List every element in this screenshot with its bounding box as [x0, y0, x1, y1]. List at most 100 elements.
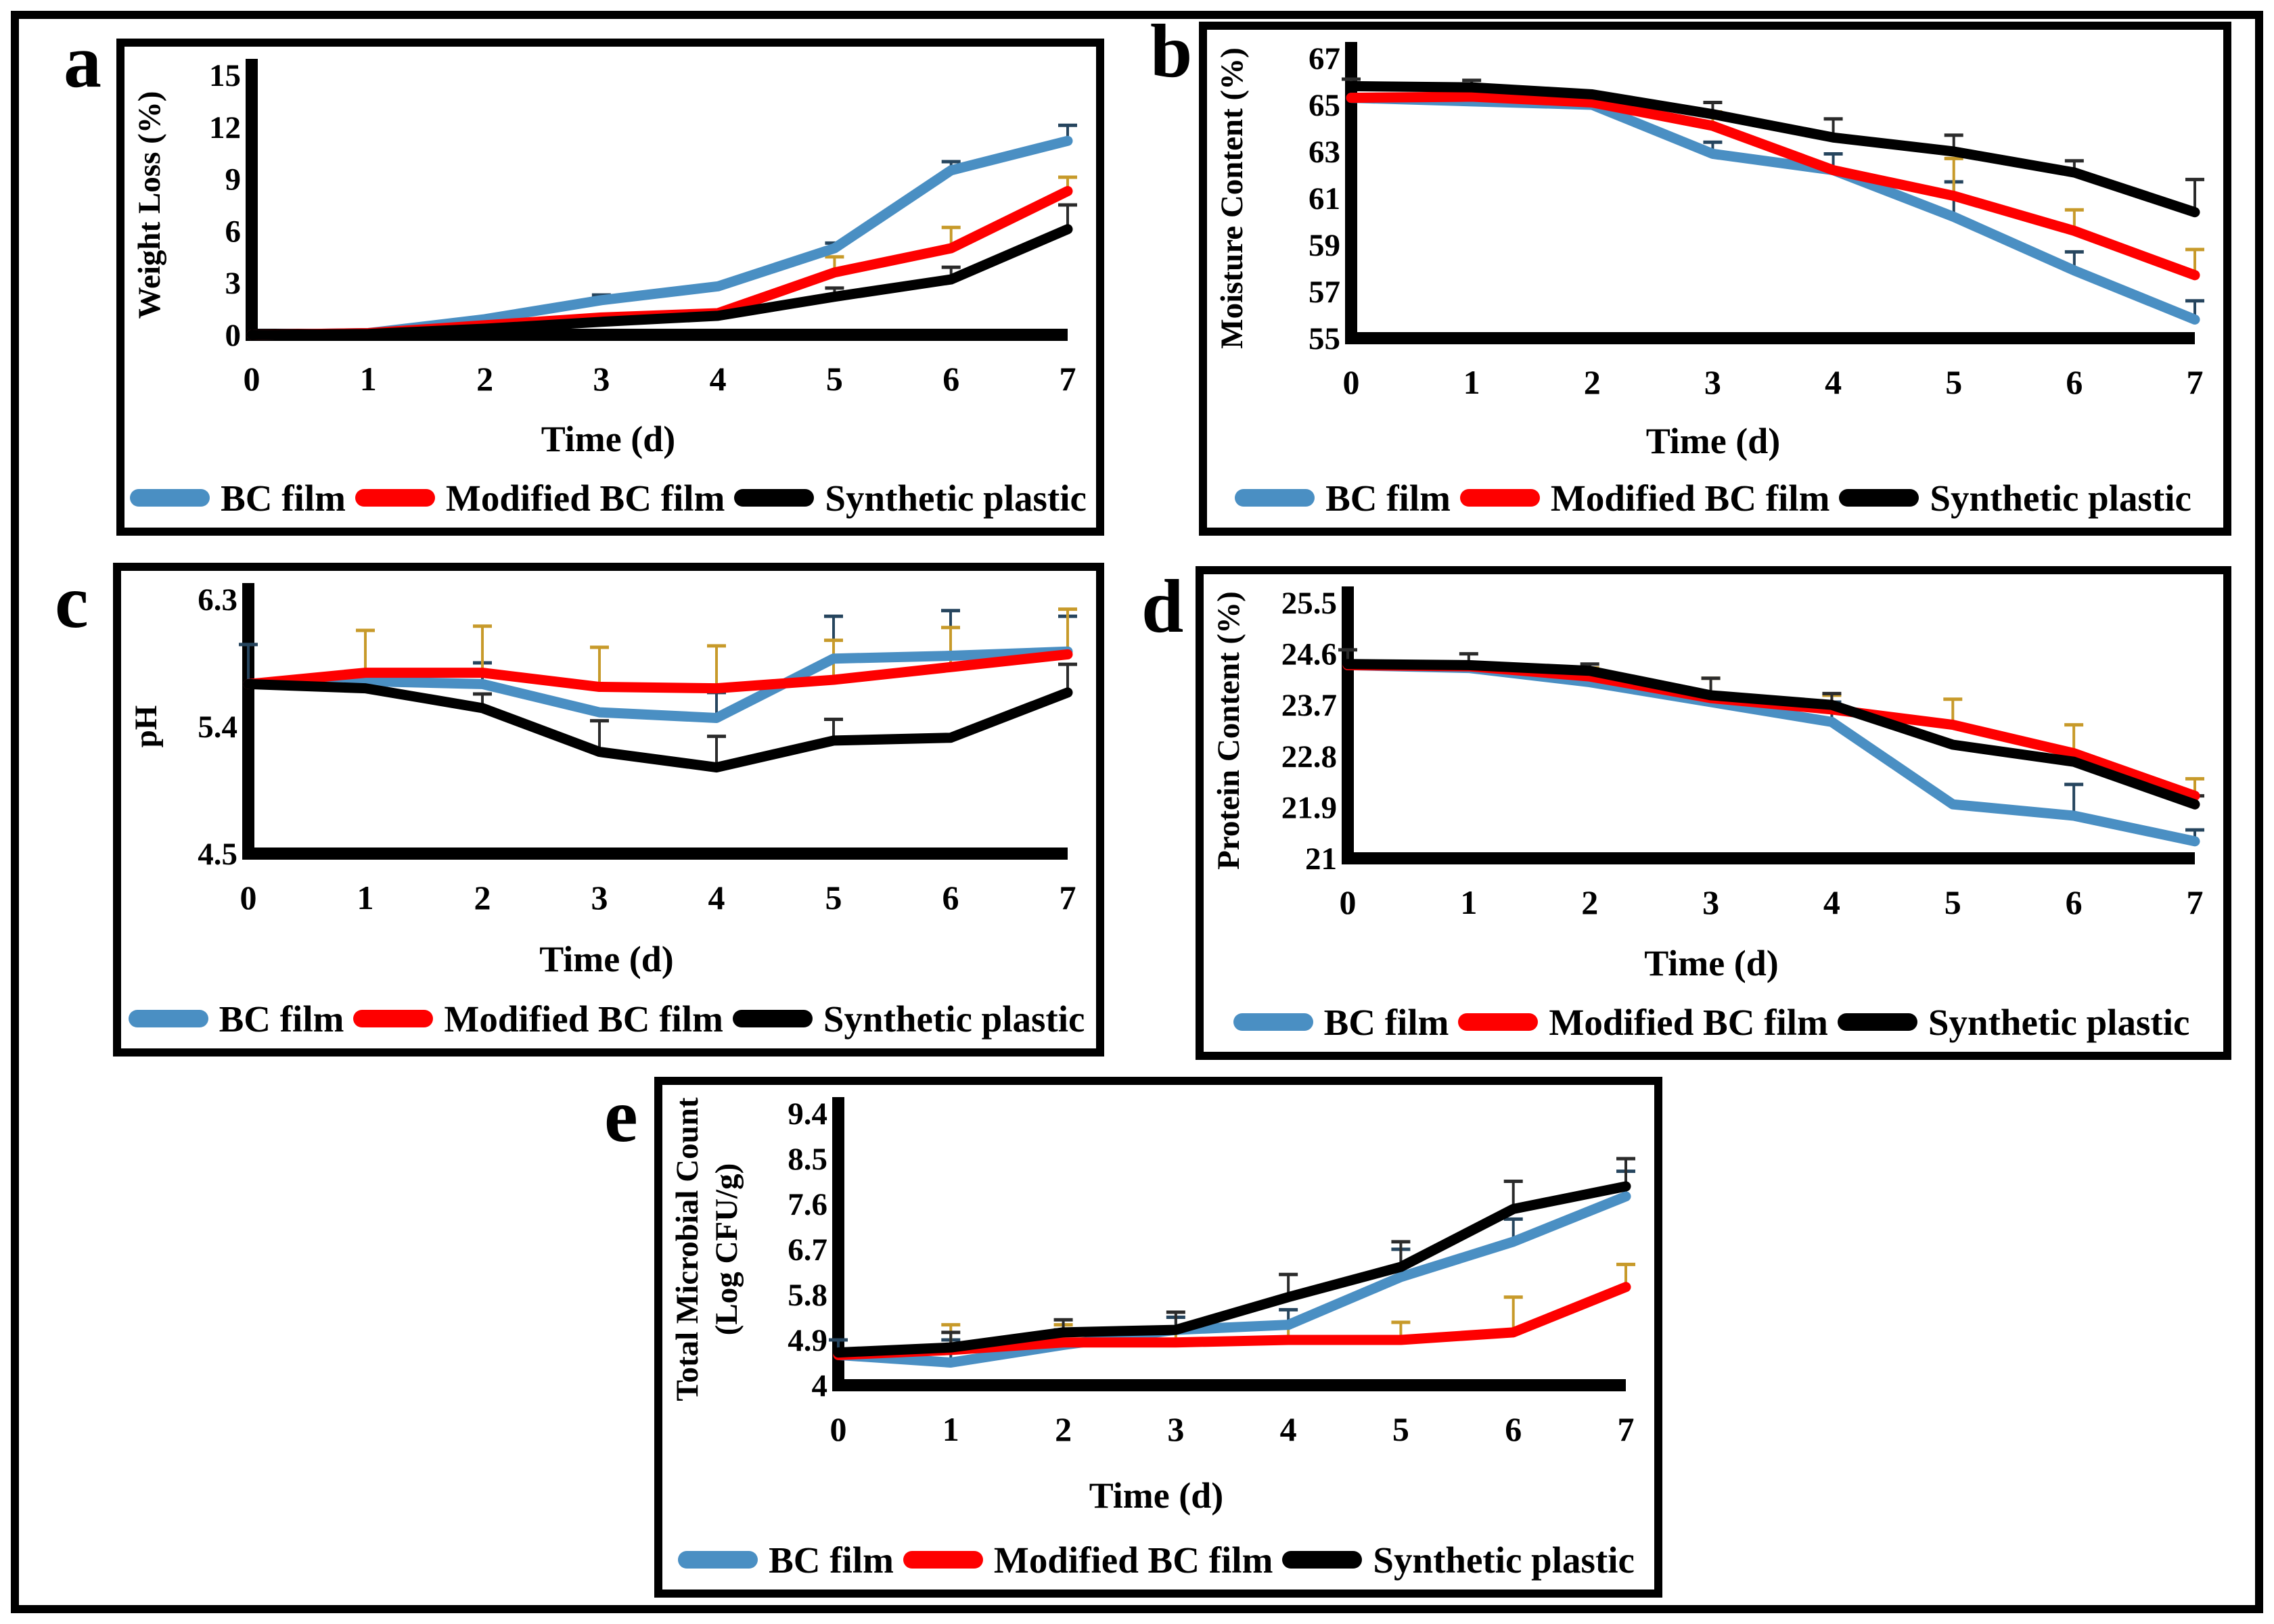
x-tick-label: 0 — [244, 360, 260, 398]
legend-swatch-synthetic-plastic — [1839, 489, 1919, 507]
y-tick-label: 12 — [209, 110, 241, 145]
legend-label: Synthetic plastic — [1928, 1001, 2190, 1043]
x-tick-label: 6 — [2066, 363, 2083, 401]
y-axis-label: Moisture Content (%) — [1214, 47, 1250, 349]
y-axis-label: Total Microbial Count — [670, 1097, 705, 1401]
legend-item: Synthetic plastic — [1282, 1539, 1635, 1581]
legend-label: Modified BC film — [993, 1539, 1273, 1581]
panel-e: e Total Microbial Count (Log CFU/g) 4 4.9 5.… — [604, 1077, 1662, 1598]
legend-swatch-synthetic-plastic — [732, 1010, 813, 1028]
legend-swatch-bc-film — [1233, 1013, 1313, 1031]
x-tick-label: 7 — [2187, 363, 2204, 401]
x-tick-label: 6 — [1505, 1410, 1522, 1448]
x-tick-label: 7 — [1618, 1410, 1635, 1448]
legend-label: Modified BC film — [1549, 1001, 1828, 1043]
panel-c: c pH 4.5 5.4 6.3 0 1 2 3 4 5 6 7 Time (d) BC film M… — [55, 563, 1104, 1057]
legend-label: BC film — [769, 1539, 894, 1581]
y-axis-label: Weight Loss (%) — [132, 91, 167, 319]
x-tick-label: 2 — [1055, 1410, 1072, 1448]
y-tick-label: 4.5 — [198, 837, 237, 872]
legend-label: Modified BC film — [444, 998, 723, 1040]
legend-swatch-bc-film — [130, 489, 210, 507]
legend-item: Synthetic plastic — [1837, 1001, 2190, 1044]
legend-swatch-bc-film — [678, 1551, 758, 1569]
panel-d: d Protein Content (%) 21 21.9 22.8 23.7 24.6 2… — [1141, 566, 2231, 1060]
x-tick-label: 1 — [360, 360, 377, 398]
y-tick-label: 7.6 — [788, 1187, 827, 1222]
x-tick-label: 1 — [1460, 883, 1477, 921]
series-line — [246, 135, 1073, 340]
series-line — [246, 224, 1073, 340]
legend: BC film Modified BC film Synthetic plast… — [1209, 1001, 2214, 1044]
legend-label: Synthetic plastic — [1373, 1539, 1635, 1581]
legend-swatch-bc-film — [1235, 489, 1315, 507]
x-tick-label: 3 — [1704, 363, 1721, 401]
legend-swatch-modified-bc-film — [1458, 1013, 1539, 1031]
y-tick-label: 6.3 — [198, 582, 237, 618]
x-tick-label: 0 — [830, 1410, 847, 1448]
series-line — [243, 649, 1073, 694]
y-tick-label: 8.5 — [788, 1142, 827, 1177]
y-tick-label: 5.8 — [788, 1278, 827, 1313]
x-tick-label: 3 — [1702, 883, 1719, 921]
x-tick-label: 7 — [2187, 883, 2204, 921]
x-tick-label: 2 — [474, 879, 491, 917]
y-tick-label: 23.7 — [1281, 688, 1337, 723]
x-tick-label: 6 — [2066, 883, 2083, 921]
x-tick-label: 4 — [1825, 363, 1842, 401]
chart-c-ph: pH 4.5 5.4 6.3 0 1 2 3 4 5 6 7 — [129, 582, 1077, 917]
panel-b: b Moisture Content (%) 55 57 59 61 63 65 67 0 1 2 3… — [1150, 14, 2231, 536]
y-tick-label: 59 — [1309, 228, 1340, 263]
legend-item: Modified BC film — [353, 998, 723, 1040]
chart-e-total-microbial-count: Total Microbial Count (Log CFU/g) 4 4.9 5.8 6… — [670, 1096, 1635, 1448]
legend-item: BC film — [128, 998, 344, 1040]
panel-letter-b: b — [1150, 9, 1193, 93]
x-axis-label: Time (d) — [541, 419, 676, 460]
x-tick-label: 2 — [1581, 883, 1598, 921]
y-tick-label: 57 — [1309, 275, 1340, 310]
x-tick-label: 3 — [1167, 1410, 1184, 1448]
series-line — [1342, 659, 2200, 810]
panel-e-box: Total Microbial Count (Log CFU/g) 4 4.9 5.8 6… — [654, 1077, 1662, 1598]
panel-c-box: pH 4.5 5.4 6.3 0 1 2 3 4 5 6 7 Time (d) BC film Mod… — [113, 563, 1104, 1057]
panel-letter-d: d — [1141, 565, 1184, 649]
x-tick-label: 1 — [1463, 363, 1480, 401]
y-axis-label: Protein Content (%) — [1211, 591, 1246, 870]
x-tick-label: 6 — [942, 360, 959, 398]
legend-item: Modified BC film — [903, 1539, 1273, 1581]
y-tick-label: 67 — [1309, 41, 1340, 76]
x-tick-label: 6 — [942, 879, 959, 917]
panel-a: a Weight Loss (%) 0 3 6 9 12 15 0 1 2 3 4 5 6 7 Time (… — [64, 24, 1104, 536]
y-tick-label: 65 — [1309, 88, 1340, 123]
legend-label: Modified BC film — [1550, 477, 1830, 519]
legend-swatch-modified-bc-film — [903, 1551, 983, 1569]
x-axis-label: Time (d) — [1089, 1475, 1224, 1516]
x-axis-label: Time (d) — [539, 938, 674, 979]
series-line — [1342, 659, 2200, 802]
x-tick-label: 3 — [591, 879, 608, 917]
y-tick-label: 22.8 — [1281, 739, 1337, 774]
legend-label: BC film — [219, 998, 344, 1040]
y-tick-label: 63 — [1309, 135, 1340, 170]
y-tick-label: 6.7 — [788, 1232, 827, 1268]
y-tick-label: 25.5 — [1281, 586, 1337, 621]
legend-swatch-modified-bc-film — [355, 489, 435, 507]
legend-label: Synthetic plastic — [825, 477, 1087, 519]
y-tick-label: 9.4 — [788, 1096, 827, 1132]
panel-a-box: Weight Loss (%) 0 3 6 9 12 15 0 1 2 3 4 5 6 7 Time (d)… — [116, 39, 1104, 536]
x-tick-label: 4 — [1280, 1410, 1297, 1448]
y-tick-label: 21 — [1305, 841, 1337, 877]
x-tick-label: 2 — [476, 360, 493, 398]
legend-item: Modified BC film — [1459, 477, 1830, 519]
legend: BC film Modified BC film Synthetic plast… — [130, 477, 1087, 519]
x-tick-label: 5 — [826, 360, 843, 398]
y-tick-label: 15 — [209, 58, 241, 93]
legend-swatch-synthetic-plastic — [734, 489, 815, 507]
legend-item: Synthetic plastic — [734, 477, 1087, 519]
legend-item: BC film — [678, 1539, 894, 1581]
legend-swatch-bc-film — [128, 1010, 208, 1028]
legend-label: BC film — [1325, 477, 1451, 519]
legend: BC film Modified BC film Synthetic plast… — [127, 998, 1087, 1040]
